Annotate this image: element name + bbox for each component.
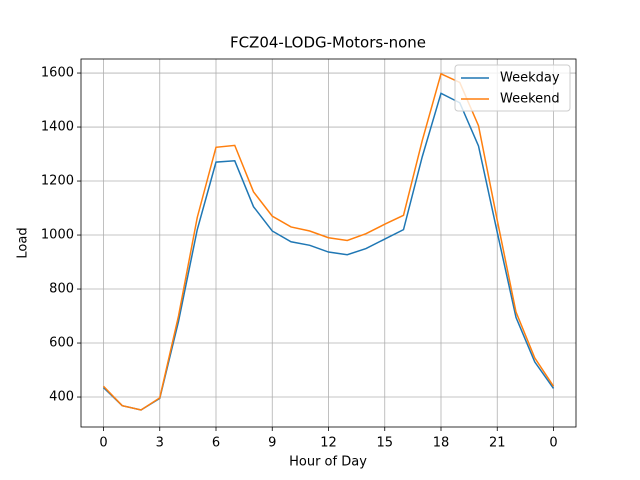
x-tick-label: 0 <box>549 436 557 451</box>
legend-label: Weekday <box>500 71 560 86</box>
legend-label: Weekend <box>500 92 560 107</box>
x-tick-label: 3 <box>156 436 164 451</box>
y-tick-label: 600 <box>49 336 74 351</box>
x-tick-label: 15 <box>376 436 393 451</box>
axes-frame <box>80 58 577 428</box>
x-tick-label: 9 <box>268 436 276 451</box>
x-tick-label: 18 <box>433 436 450 451</box>
y-tick-label: 800 <box>49 282 74 297</box>
x-tick-label: 21 <box>489 436 506 451</box>
y-tick-label: 1600 <box>41 66 74 81</box>
chart-title: FCZ04-LODG-Motors-none <box>230 34 426 52</box>
y-tick-label: 1200 <box>41 174 74 189</box>
line-series <box>102 72 555 411</box>
y-tick-label: 400 <box>49 390 74 405</box>
x-tick-label: 6 <box>212 436 220 451</box>
line-series <box>102 92 555 411</box>
x-tick-label: 12 <box>320 436 337 451</box>
y-axis-label: Load <box>16 227 31 258</box>
y-tick-label: 1400 <box>41 120 74 135</box>
x-tick-label: 0 <box>99 436 107 451</box>
x-axis-label: Hour of Day <box>289 455 367 470</box>
y-tick-label: 1000 <box>41 228 74 243</box>
